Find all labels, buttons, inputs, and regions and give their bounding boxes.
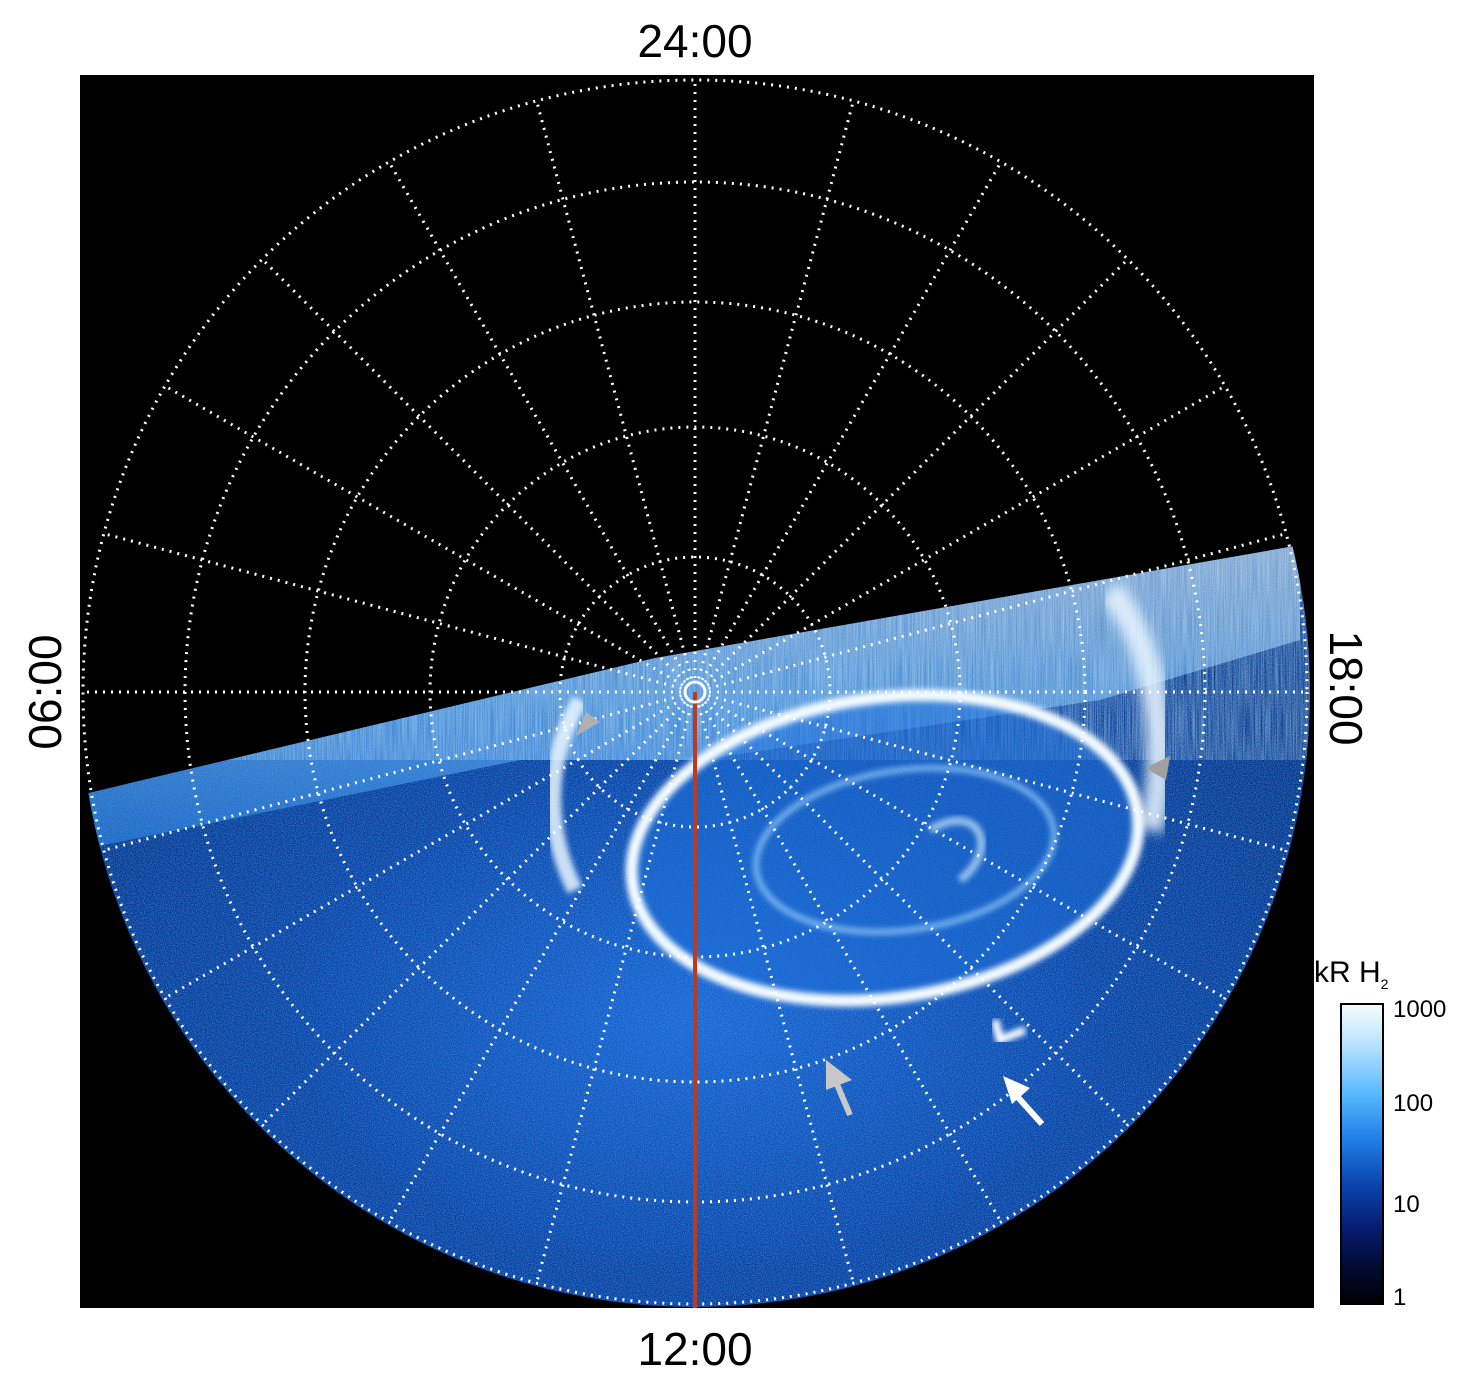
colorbar-title: kR H2 bbox=[1314, 956, 1389, 992]
colorbar-tick-10: 10 bbox=[1393, 1191, 1420, 1218]
colorbar-tick-1: 1 bbox=[1393, 1284, 1407, 1311]
local-time-label-right: 18:00 bbox=[1320, 630, 1372, 746]
white-arrow-lower-right-icon bbox=[1003, 1076, 1045, 1127]
main-auroral-oval bbox=[625, 689, 1145, 1046]
pole-marker bbox=[683, 680, 707, 704]
local-time-label-left: 06:00 bbox=[19, 634, 71, 750]
gray-arrow-lower-icon bbox=[826, 1060, 853, 1117]
colorbar-tick-100: 100 bbox=[1393, 1090, 1434, 1117]
colorbar bbox=[1340, 1003, 1384, 1305]
colorbar-tick-1000: 1000 bbox=[1393, 996, 1447, 1023]
local-time-label-top: 24:00 bbox=[637, 15, 753, 67]
gray-arrowhead-right-icon bbox=[1145, 756, 1170, 780]
gray-arrowhead-left-icon bbox=[576, 712, 600, 736]
local-time-label-bottom: 12:00 bbox=[637, 1323, 753, 1375]
